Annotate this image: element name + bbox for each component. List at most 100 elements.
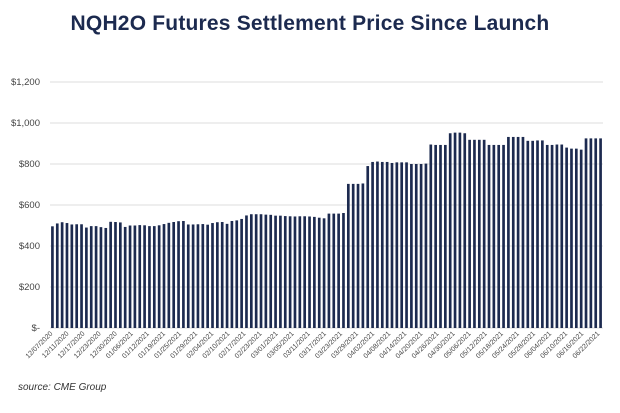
bar [152, 226, 156, 328]
bar [85, 227, 88, 328]
bar [405, 162, 408, 328]
bar [531, 140, 534, 328]
bar [138, 225, 142, 328]
bar [216, 222, 219, 328]
bar [279, 215, 282, 328]
bar [579, 149, 583, 328]
y-tick-label: $- [32, 323, 40, 334]
bar [560, 144, 564, 328]
bar [196, 224, 200, 328]
y-tick-label: $800 [19, 159, 40, 170]
bar [414, 164, 418, 328]
bar [361, 183, 365, 328]
bar [245, 215, 248, 328]
bar [240, 218, 243, 328]
bar [332, 213, 336, 328]
bar [249, 214, 253, 328]
bar [400, 162, 404, 328]
bar [424, 163, 428, 328]
bar [327, 213, 331, 328]
bar [468, 139, 471, 328]
bar [104, 227, 108, 328]
y-tick-label: $1,000 [11, 118, 40, 129]
bar [75, 224, 79, 328]
bar [550, 144, 554, 328]
bar [308, 216, 311, 328]
bar [376, 161, 379, 328]
bar [385, 161, 389, 328]
grid-lines [50, 81, 603, 329]
bar [497, 144, 501, 328]
bar [60, 222, 64, 328]
bar [55, 223, 59, 328]
y-tick-label: $200 [19, 282, 40, 293]
bar [565, 147, 568, 328]
bar [536, 140, 539, 328]
bar [356, 183, 360, 328]
bar [380, 161, 384, 328]
bar [269, 214, 273, 328]
bar [114, 222, 117, 328]
bar [351, 183, 355, 328]
bar [51, 226, 54, 328]
bar [477, 139, 481, 328]
bar [589, 138, 593, 329]
bar [317, 217, 321, 328]
bar [594, 138, 598, 329]
bar [264, 214, 268, 328]
bar [119, 222, 122, 328]
bar [274, 215, 277, 328]
x-axis-ticks: 12/07/202012/11/202012/17/202012/23/2020… [25, 330, 602, 360]
bar [313, 216, 316, 328]
bar [186, 224, 190, 328]
bar [448, 133, 452, 328]
bar [89, 226, 93, 328]
bar [395, 162, 399, 328]
bar [322, 218, 326, 328]
bar [162, 224, 166, 328]
bar [419, 164, 423, 328]
bar [482, 139, 486, 328]
bar [429, 144, 433, 328]
bar [143, 225, 146, 328]
bar [516, 136, 520, 328]
bar [511, 136, 515, 328]
bar [254, 214, 258, 328]
bar [94, 226, 98, 328]
bar [206, 224, 209, 328]
bar [191, 224, 195, 328]
bar [235, 220, 239, 329]
bar [220, 222, 224, 328]
bar [123, 226, 127, 328]
bar [148, 226, 151, 328]
bar [172, 222, 176, 328]
bar [487, 144, 491, 328]
bar [211, 223, 214, 328]
bar [371, 161, 374, 328]
bar [410, 164, 413, 328]
bar [555, 144, 559, 328]
bar [157, 225, 161, 328]
bar [439, 144, 442, 328]
bar [201, 224, 205, 328]
bar [342, 213, 345, 328]
bar [109, 221, 112, 328]
bar [545, 144, 549, 328]
bar [337, 213, 340, 328]
y-tick-label: $600 [19, 200, 40, 211]
bar [463, 133, 467, 328]
bar [492, 144, 496, 328]
bar [288, 216, 292, 328]
y-axis-ticks: $- $200 $400 $600 $800 $1,000 $1,200 [11, 77, 40, 334]
bar [225, 223, 229, 328]
bar [473, 139, 476, 328]
bar [574, 148, 578, 329]
bar [453, 132, 457, 328]
bars [51, 132, 602, 329]
bar [599, 138, 602, 329]
bar [298, 216, 302, 328]
bar [458, 132, 462, 328]
y-tick-label: $400 [19, 241, 40, 252]
y-tick-label: $1,200 [11, 77, 40, 88]
